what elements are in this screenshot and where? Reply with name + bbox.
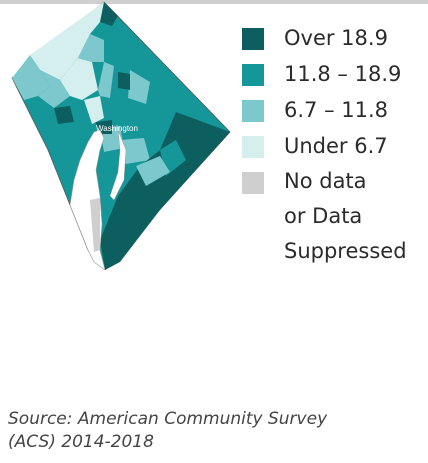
tract-under-nw (30, 2, 115, 80)
tract-over-wash (54, 106, 74, 124)
legend-label: 11.8 – 18.9 (284, 62, 402, 86)
legend-swatch (242, 172, 264, 194)
top-divider (0, 0, 428, 4)
map-city-label: Washington (96, 124, 138, 133)
tract-mid-east (128, 70, 150, 104)
tract-over-nw (100, 2, 118, 26)
tract-mid-south (120, 138, 150, 164)
tract-mid-1 (38, 70, 70, 108)
tract-mid-se-band (136, 156, 170, 186)
tract-over-spot (118, 72, 130, 90)
legend-label: 6.7 – 11.8 (284, 98, 389, 122)
legend-swatch (242, 28, 264, 50)
tract-under-3 (84, 96, 104, 124)
tract-under-2 (60, 58, 98, 100)
choropleth-map: Washington (11, 1, 231, 270)
anacostia-river (109, 129, 127, 201)
legend-swatch (242, 136, 264, 158)
source-note: Source: American Community Survey (ACS) … (8, 409, 328, 452)
tract-over-se (100, 112, 230, 270)
legend-swatch (242, 64, 264, 86)
tract-under-west (12, 55, 50, 100)
no-data-area (90, 198, 100, 252)
tract-mid-3 (98, 62, 114, 98)
legend-label: No data or Data Suppressed (284, 169, 407, 263)
legend-label: Under 6.7 (284, 134, 388, 158)
legend-label: Over 18.9 (284, 26, 388, 50)
legend-swatch (242, 100, 264, 122)
tract-mid-2 (78, 34, 104, 62)
